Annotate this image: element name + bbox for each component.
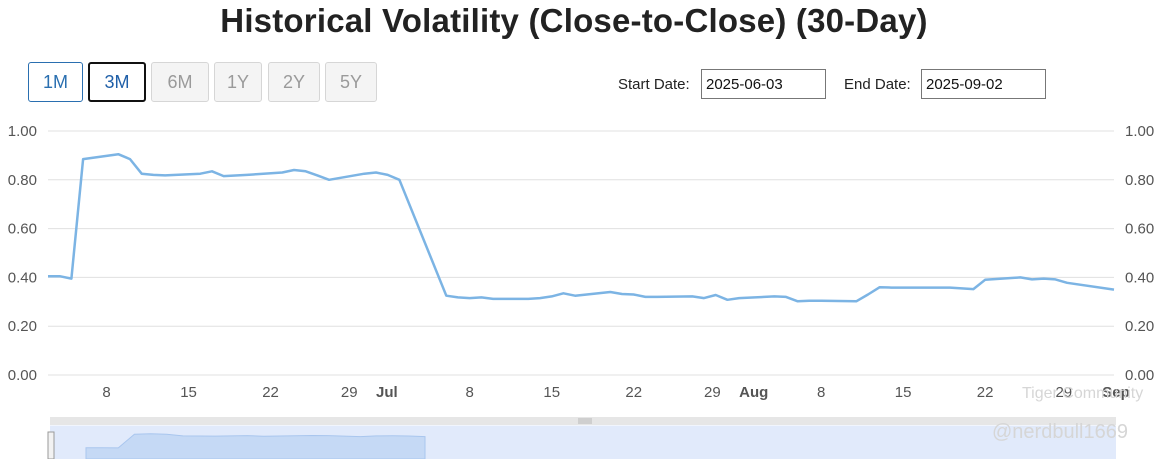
y-tick-label-right: 0.40: [1125, 269, 1154, 286]
x-tick-label: Sep: [1102, 384, 1130, 401]
watermark-user: @nerdbull1669: [992, 421, 1128, 443]
y-tick-label-right: 0.00: [1125, 367, 1154, 384]
watermark-brand: Tiger Community: [1022, 385, 1144, 402]
x-tick-label: 8: [817, 384, 825, 401]
y-tick-label-right: 0.60: [1125, 221, 1154, 238]
range-button-3m[interactable]: 3M: [88, 62, 146, 102]
range-button-5y[interactable]: 5Y: [325, 62, 377, 102]
navigator-handle-left: [47, 431, 55, 459]
y-tick-label-left: 0.20: [8, 318, 37, 335]
x-tick-label: 15: [895, 384, 912, 401]
range-button-1y[interactable]: 1Y: [214, 62, 262, 102]
x-tick-label: 22: [977, 384, 994, 401]
x-tick-label: 22: [625, 384, 642, 401]
series-line: [48, 152, 1115, 303]
navigator-scrollbar-grip: [578, 418, 592, 424]
y-tick-label-left: 0.80: [8, 172, 37, 189]
x-tick-label: 29: [341, 384, 358, 401]
x-tick-label: 29: [704, 384, 721, 401]
y-tick-label-right: 0.80: [1125, 172, 1154, 189]
x-tick-label: 8: [102, 384, 110, 401]
x-tick-label: Jul: [376, 384, 398, 401]
range-button-6m[interactable]: 6M: [151, 62, 209, 102]
range-button-2y[interactable]: 2Y: [268, 62, 320, 102]
start-date-input[interactable]: [701, 69, 826, 99]
x-tick-label: 29: [1055, 384, 1072, 401]
start-date-label: Start Date:: [618, 76, 690, 93]
y-tick-label-left: 0.00: [8, 367, 37, 384]
x-tick-label: 15: [543, 384, 560, 401]
y-tick-label-left: 1.00: [8, 123, 37, 140]
x-tick-label: Aug: [739, 384, 768, 401]
y-tick-label-right: 1.00: [1125, 123, 1154, 140]
y-tick-label-left: 0.60: [8, 221, 37, 238]
end-date-input[interactable]: [921, 69, 1046, 99]
y-tick-label-right: 0.20: [1125, 318, 1154, 335]
end-date-label: End Date:: [844, 76, 911, 93]
range-button-1m[interactable]: 1M: [28, 62, 83, 102]
y-tick-label-left: 0.40: [8, 269, 37, 286]
chart-title: Historical Volatility (Close-to-Close) (…: [220, 2, 928, 39]
navigator-series-area: [85, 433, 426, 459]
x-tick-label: 8: [466, 384, 474, 401]
x-tick-label: 22: [262, 384, 279, 401]
x-tick-label: 15: [180, 384, 197, 401]
